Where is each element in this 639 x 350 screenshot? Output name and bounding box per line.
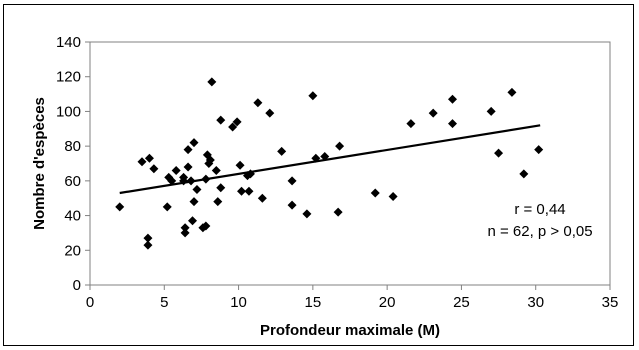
data-point: [137, 157, 147, 167]
sample-size-annotation: n = 62, p > 0,05: [487, 223, 592, 240]
data-point: [162, 202, 172, 212]
x-tick-label: 10: [230, 294, 247, 311]
x-tick-label: 30: [527, 294, 544, 311]
y-tick-label: 140: [56, 34, 81, 51]
data-point: [213, 197, 223, 207]
correlation-annotation: r = 0,44: [514, 201, 565, 218]
data-point: [188, 216, 198, 226]
plot-border: [89, 41, 611, 286]
data-point: [486, 106, 496, 116]
data-point: [201, 221, 211, 231]
data-point: [448, 119, 458, 129]
data-point: [167, 176, 177, 186]
data-point: [235, 160, 245, 170]
y-tick-label: 100: [56, 103, 81, 120]
plot-area: [89, 41, 611, 286]
data-point: [232, 117, 242, 127]
data-point: [183, 162, 193, 172]
x-tick-label: 25: [453, 294, 470, 311]
data-point: [507, 87, 517, 97]
data-point: [207, 77, 217, 87]
data-point: [211, 165, 221, 175]
data-point: [244, 186, 254, 196]
data-point: [406, 119, 416, 129]
data-point: [308, 91, 318, 101]
data-point: [448, 94, 458, 104]
data-point: [494, 148, 504, 158]
data-point: [189, 197, 199, 207]
data-point: [216, 183, 226, 193]
data-point: [192, 185, 202, 195]
x-tick-label: 0: [86, 294, 94, 311]
data-point: [277, 146, 287, 156]
data-point: [143, 240, 153, 250]
x-axis-ticks: 0 5 10 15 20 25 30 35: [86, 285, 619, 311]
data-point: [186, 176, 196, 186]
y-tick-label: 20: [64, 242, 81, 259]
data-point: [311, 153, 321, 163]
y-tick-label: 80: [64, 138, 81, 155]
data-point: [180, 223, 190, 233]
data-point: [428, 108, 438, 118]
y-axis-ticks: 0 20 40 60 80 100 120 140: [56, 34, 90, 294]
data-points: [115, 77, 544, 250]
data-point: [205, 155, 215, 165]
y-tick-label: 120: [56, 69, 81, 86]
data-point: [216, 115, 226, 125]
data-point: [257, 193, 267, 203]
data-point: [265, 108, 275, 118]
y-tick-label: 40: [64, 208, 81, 225]
data-point: [320, 152, 330, 162]
data-point: [287, 200, 297, 210]
y-tick-label: 0: [73, 277, 81, 294]
data-point: [180, 228, 190, 238]
data-point: [144, 153, 154, 163]
data-point: [201, 174, 211, 184]
data-point: [302, 209, 312, 219]
data-point: [149, 164, 159, 174]
x-axis-title: Profondeur maximale (M): [260, 322, 440, 339]
data-point: [179, 176, 189, 186]
data-point: [333, 207, 343, 217]
data-point: [183, 145, 193, 155]
x-tick-label: 15: [305, 294, 322, 311]
y-axis-title: Nombre d'espèces: [31, 97, 48, 230]
x-tick-label: 5: [160, 294, 168, 311]
data-point: [143, 233, 153, 243]
data-point: [335, 141, 345, 151]
x-tick-label: 20: [379, 294, 396, 311]
data-point: [115, 202, 125, 212]
data-point: [370, 188, 380, 198]
data-point: [228, 122, 238, 132]
data-point: [245, 169, 255, 179]
chart-frame: [3, 4, 634, 346]
data-point: [287, 176, 297, 186]
data-point: [171, 165, 181, 175]
data-point: [519, 169, 529, 179]
x-tick-label: 35: [602, 294, 619, 311]
data-point: [534, 145, 544, 155]
data-point: [237, 186, 247, 196]
data-point: [189, 138, 199, 148]
data-point: [253, 98, 263, 108]
data-point: [388, 191, 398, 201]
y-tick-label: 60: [64, 173, 81, 190]
